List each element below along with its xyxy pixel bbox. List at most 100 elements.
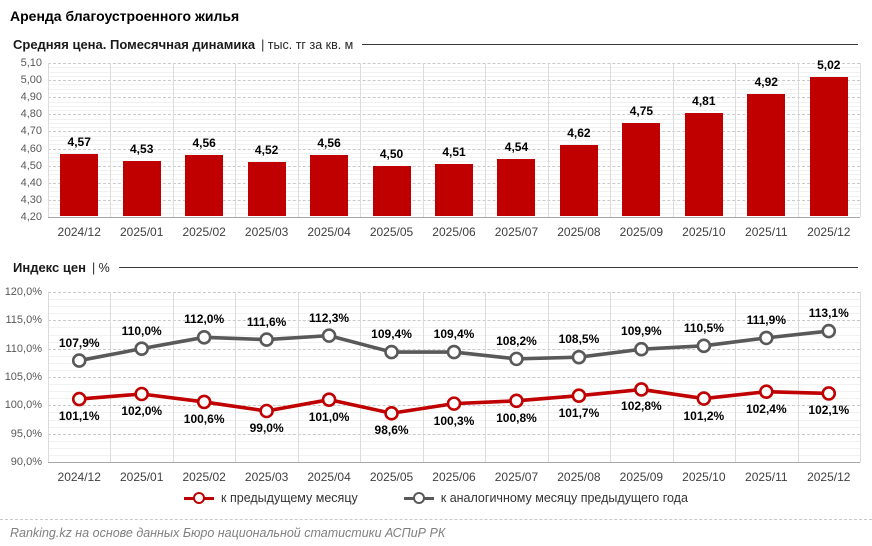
x-axis-tick-label: 2025/02 xyxy=(182,470,226,484)
data-point-marker xyxy=(446,396,462,411)
legend-label: к предыдущему месяцу xyxy=(221,491,358,505)
bar-value-label: 4,56 xyxy=(192,136,216,151)
gridline-major xyxy=(48,148,860,150)
x-axis-tick-label: 2025/06 xyxy=(432,225,476,239)
gridline-major xyxy=(48,131,860,133)
section-title: Средняя цена. Помесячная динамика xyxy=(13,37,256,52)
point-value-label: 102,4% xyxy=(745,401,787,416)
gridline-minor xyxy=(48,426,860,428)
data-point-marker xyxy=(634,382,649,397)
section-header-average-price: Средняя цена. Помесячная динамика | тыс.… xyxy=(13,37,860,52)
x-axis-tick-label: 2025/11 xyxy=(745,225,788,239)
point-value-label: 100,6% xyxy=(183,411,225,426)
data-point-marker xyxy=(696,338,712,354)
gridline-major xyxy=(48,114,860,116)
y-axis-tick-label: 90,0% xyxy=(10,456,42,468)
data-point-marker xyxy=(321,392,337,407)
y-axis-tick-label: 95,0% xyxy=(10,427,42,440)
point-value-label: 102,1% xyxy=(808,403,850,418)
point-value-label: 109,4% xyxy=(371,327,412,342)
y-axis-tick-label: 4,50 xyxy=(20,159,42,172)
x-axis-tick-label: 2025/02 xyxy=(182,225,226,239)
footer-divider xyxy=(0,519,872,520)
data-point-marker xyxy=(71,353,87,368)
legend-label: к аналогичному месяцу предыдущего года xyxy=(440,491,688,505)
bar xyxy=(435,163,473,216)
point-value-label: 113,1% xyxy=(808,306,849,321)
bar-value-label: 4,52 xyxy=(254,143,279,158)
data-point-marker xyxy=(384,344,399,360)
bar-value-label: 4,53 xyxy=(130,141,154,156)
bar xyxy=(247,162,286,216)
data-point-marker xyxy=(696,391,712,406)
x-axis-tick-label: 2025/04 xyxy=(307,225,351,239)
gridline-minor xyxy=(48,384,860,386)
gridline-major xyxy=(48,80,860,82)
y-axis-tick-label: 4,30 xyxy=(20,193,42,206)
section-title: Индекс цен xyxy=(13,260,86,275)
point-value-label: 109,4% xyxy=(433,327,475,342)
point-value-label: 108,5% xyxy=(558,332,600,347)
gridline-vertical xyxy=(735,292,737,462)
legend-marker-red-line-icon xyxy=(184,492,215,504)
bar-value-label: 4,75 xyxy=(629,103,654,118)
data-point-marker xyxy=(446,344,462,360)
data-point-marker xyxy=(196,330,212,345)
section-rule xyxy=(118,267,858,268)
x-axis-tick-label: 2025/01 xyxy=(119,225,164,239)
gridline-minor xyxy=(48,391,860,393)
y-axis-tick-label: 100,0% xyxy=(4,399,42,412)
data-point-marker xyxy=(259,403,274,419)
gridline-minor xyxy=(48,118,860,120)
gridline-vertical xyxy=(485,292,487,462)
bar-value-label: 4,51 xyxy=(442,144,466,159)
bar-value-label: 4,92 xyxy=(754,74,778,89)
point-value-label: 112,3% xyxy=(309,310,350,325)
section-unit: | % xyxy=(91,260,110,275)
data-point-marker xyxy=(134,386,149,402)
data-point-marker xyxy=(759,330,774,346)
bar xyxy=(809,76,848,216)
gridline-minor xyxy=(48,313,860,315)
gridline-vertical xyxy=(48,292,49,462)
gridline-vertical xyxy=(735,63,737,217)
point-value-label: 110,5% xyxy=(683,320,724,335)
bar-value-label: 5,02 xyxy=(817,57,841,72)
section-header-price-index: Индекс цен | % xyxy=(13,260,860,275)
y-axis-tick-label: 5,10 xyxy=(20,57,42,69)
gridline-minor xyxy=(48,161,860,163)
gridline-vertical xyxy=(547,292,549,462)
gridline-vertical xyxy=(860,292,861,462)
x-axis-tick-label: 2025/06 xyxy=(432,470,476,484)
gridline-minor xyxy=(48,92,860,94)
gridline-minor xyxy=(48,127,860,129)
gridline-minor xyxy=(48,140,860,141)
gridline-vertical xyxy=(110,63,112,217)
gridline-minor xyxy=(48,67,860,69)
bar xyxy=(372,165,411,216)
gridline-vertical xyxy=(422,292,424,462)
data-point-marker xyxy=(71,391,87,407)
point-value-label: 107,9% xyxy=(58,335,100,350)
data-point-marker xyxy=(821,323,837,339)
bar-value-label: 4,54 xyxy=(504,139,529,154)
gridline-vertical xyxy=(797,63,799,217)
legend-ring-icon xyxy=(193,492,206,504)
data-point-marker xyxy=(134,341,149,356)
y-axis-tick-label: 4,60 xyxy=(20,142,42,155)
x-axis-tick-label: 2025/03 xyxy=(244,470,289,484)
bar xyxy=(185,155,224,216)
line-chart-plot: 120,0% 115,0% 110,0% 105,0% 100,0% 95,0% 90,0%… xyxy=(5,286,861,484)
data-point-marker xyxy=(821,386,837,401)
gridline-major xyxy=(48,377,860,378)
bar xyxy=(122,160,161,216)
data-point-marker xyxy=(759,384,774,400)
point-value-label: 100,8% xyxy=(496,410,537,425)
gridline-minor xyxy=(48,152,860,154)
gridline-major xyxy=(48,462,860,463)
data-point-marker xyxy=(384,405,399,421)
gridline-vertical xyxy=(672,292,674,462)
gridline-vertical xyxy=(610,292,612,462)
x-axis-tick-label: 2024/12 xyxy=(57,225,101,239)
y-axis-tick-label: 4,40 xyxy=(20,176,42,189)
